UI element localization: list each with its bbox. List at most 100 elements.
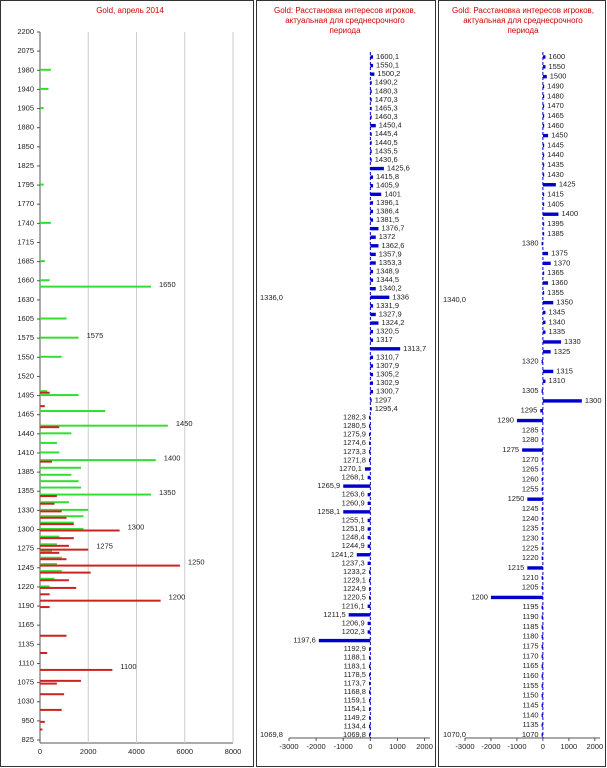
- bar: [40, 466, 82, 469]
- y-tick-label: 825: [21, 735, 34, 744]
- bar: [367, 527, 371, 531]
- y-tick-label: 1980: [17, 65, 34, 74]
- bar: [364, 467, 371, 471]
- category-label: 1425: [559, 180, 576, 189]
- bar: [527, 566, 543, 570]
- bar: [40, 577, 55, 580]
- bar: [40, 556, 62, 559]
- category-label: 1330: [564, 337, 581, 346]
- category-label: 1302,9: [376, 378, 399, 387]
- category-label: 1405: [547, 199, 564, 208]
- bar: [40, 651, 48, 654]
- bar: [40, 693, 65, 696]
- y-tick-label: 1075: [17, 678, 34, 687]
- category-label: 1145: [522, 701, 538, 710]
- x-tick-label: 2000: [586, 742, 603, 751]
- annotation: 1575: [87, 331, 104, 340]
- category-label: 1260: [522, 475, 539, 484]
- bar: [542, 143, 545, 148]
- category-label: 1190: [522, 612, 538, 621]
- category-label: 1465,3: [375, 103, 398, 112]
- category-label: 1235: [522, 524, 539, 533]
- y-tick-label: 1905: [17, 104, 34, 113]
- bar: [40, 579, 69, 582]
- bar: [541, 684, 543, 688]
- category-label: 1273,3: [343, 447, 366, 456]
- bar: [40, 515, 84, 518]
- bar: [40, 571, 91, 574]
- bar: [522, 448, 543, 452]
- bar: [40, 493, 151, 496]
- bar: [368, 690, 371, 694]
- bar: [541, 556, 543, 560]
- category-label: 1270: [522, 455, 539, 464]
- category-label: 1600,1: [376, 52, 399, 61]
- bar: [368, 707, 371, 711]
- category-label: 1396,1: [376, 198, 399, 207]
- y-tick-label: 1300: [17, 524, 34, 533]
- bar: [368, 415, 371, 420]
- category-label: 1325: [554, 347, 571, 356]
- category-label: 1490: [547, 81, 564, 90]
- bar: [40, 521, 74, 524]
- bar: [367, 621, 371, 626]
- bar: [368, 424, 371, 428]
- bar: [370, 347, 401, 351]
- y-tick-label: 1330: [17, 505, 34, 514]
- bar: [541, 625, 543, 629]
- bar: [40, 593, 50, 596]
- bar: [542, 55, 546, 59]
- category-label: 1470,3: [375, 95, 398, 104]
- bar: [541, 517, 543, 521]
- bar: [368, 673, 371, 677]
- x-tick-label: -2000: [481, 742, 500, 751]
- annotation: 1400: [164, 454, 181, 463]
- bar: [368, 595, 371, 600]
- bar: [40, 355, 62, 358]
- category-label: 1244,9: [342, 541, 365, 550]
- bar: [527, 497, 543, 501]
- category-label: 1425,6: [387, 164, 410, 173]
- category-label: 1165: [522, 661, 538, 670]
- bar: [368, 432, 371, 437]
- bar: [40, 508, 89, 511]
- bar: [370, 407, 372, 411]
- category-label: 1229,1: [343, 576, 366, 585]
- bar: [40, 516, 67, 519]
- category-label: 1149,2: [344, 713, 366, 722]
- category-label: 1280,5: [343, 421, 366, 430]
- bar: [368, 681, 371, 686]
- bar: [542, 65, 546, 69]
- bar: [370, 269, 374, 274]
- category-label: 1170: [522, 651, 538, 660]
- category-label: 1175: [522, 642, 538, 651]
- bar: [370, 123, 376, 128]
- category-label: 1324,2: [381, 318, 404, 327]
- category-label: 1260,9: [342, 498, 365, 507]
- category-label: 1550,1: [376, 61, 399, 70]
- bar: [370, 338, 374, 342]
- bar: [367, 561, 371, 566]
- bar: [40, 260, 45, 263]
- bar: [370, 149, 372, 154]
- bar: [542, 104, 545, 108]
- category-label: 1430: [547, 170, 564, 179]
- bar: [542, 310, 546, 315]
- bar: [40, 473, 72, 476]
- category-label: 1335: [548, 327, 565, 336]
- bar: [40, 510, 62, 513]
- bar: [541, 438, 543, 442]
- bar: [40, 679, 82, 682]
- bar: [541, 359, 543, 364]
- category-label: 1480: [547, 91, 564, 100]
- panel-frame: [0, 0, 254, 767]
- bar: [40, 432, 72, 435]
- category-label: 1320,5: [376, 327, 399, 336]
- annotation: 1300: [128, 522, 145, 531]
- bar: [370, 209, 374, 214]
- category-label: 1159,1: [344, 696, 366, 705]
- bar: [370, 329, 374, 334]
- category-label: 1282,3: [343, 412, 366, 421]
- chart-title: Gold, апрель 2014: [96, 6, 164, 15]
- bar: [542, 261, 551, 266]
